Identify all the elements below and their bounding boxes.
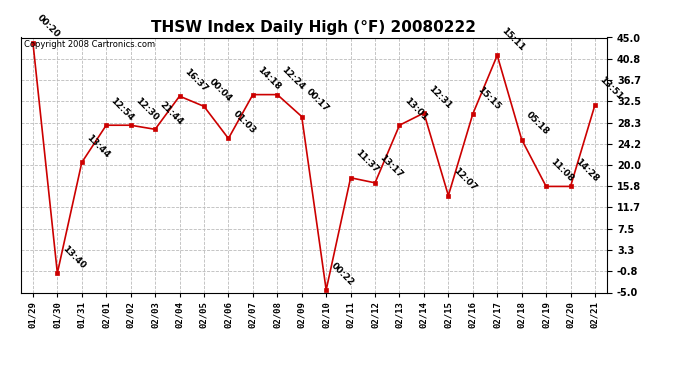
Text: 13:44: 13:44 xyxy=(85,133,111,160)
Text: 00:04: 00:04 xyxy=(207,77,233,104)
Text: 13:01: 13:01 xyxy=(402,96,428,123)
Text: 13:51: 13:51 xyxy=(598,75,624,102)
Text: 12:24: 12:24 xyxy=(280,65,307,92)
Text: 12:54: 12:54 xyxy=(109,96,136,123)
Text: 14:28: 14:28 xyxy=(573,157,600,184)
Text: 21:44: 21:44 xyxy=(158,100,185,126)
Text: Copyright 2008 Cartronics.com: Copyright 2008 Cartronics.com xyxy=(23,40,155,49)
Text: 12:31: 12:31 xyxy=(426,84,453,110)
Text: 01:03: 01:03 xyxy=(231,109,257,136)
Text: 12:07: 12:07 xyxy=(451,166,477,193)
Text: 11:08: 11:08 xyxy=(549,157,575,184)
Text: 15:15: 15:15 xyxy=(475,85,502,111)
Text: 00:22: 00:22 xyxy=(329,261,355,287)
Text: 00:20: 00:20 xyxy=(36,13,62,40)
Text: 16:37: 16:37 xyxy=(182,67,209,93)
Title: THSW Index Daily High (°F) 20080222: THSW Index Daily High (°F) 20080222 xyxy=(151,20,477,35)
Text: 13:17: 13:17 xyxy=(378,153,404,180)
Text: 05:18: 05:18 xyxy=(524,110,551,137)
Text: 12:30: 12:30 xyxy=(133,96,160,123)
Text: 00:17: 00:17 xyxy=(304,87,331,114)
Text: 13:40: 13:40 xyxy=(60,244,87,270)
Text: 14:18: 14:18 xyxy=(255,65,282,92)
Text: 11:37: 11:37 xyxy=(353,148,380,175)
Text: 15:11: 15:11 xyxy=(500,26,526,53)
